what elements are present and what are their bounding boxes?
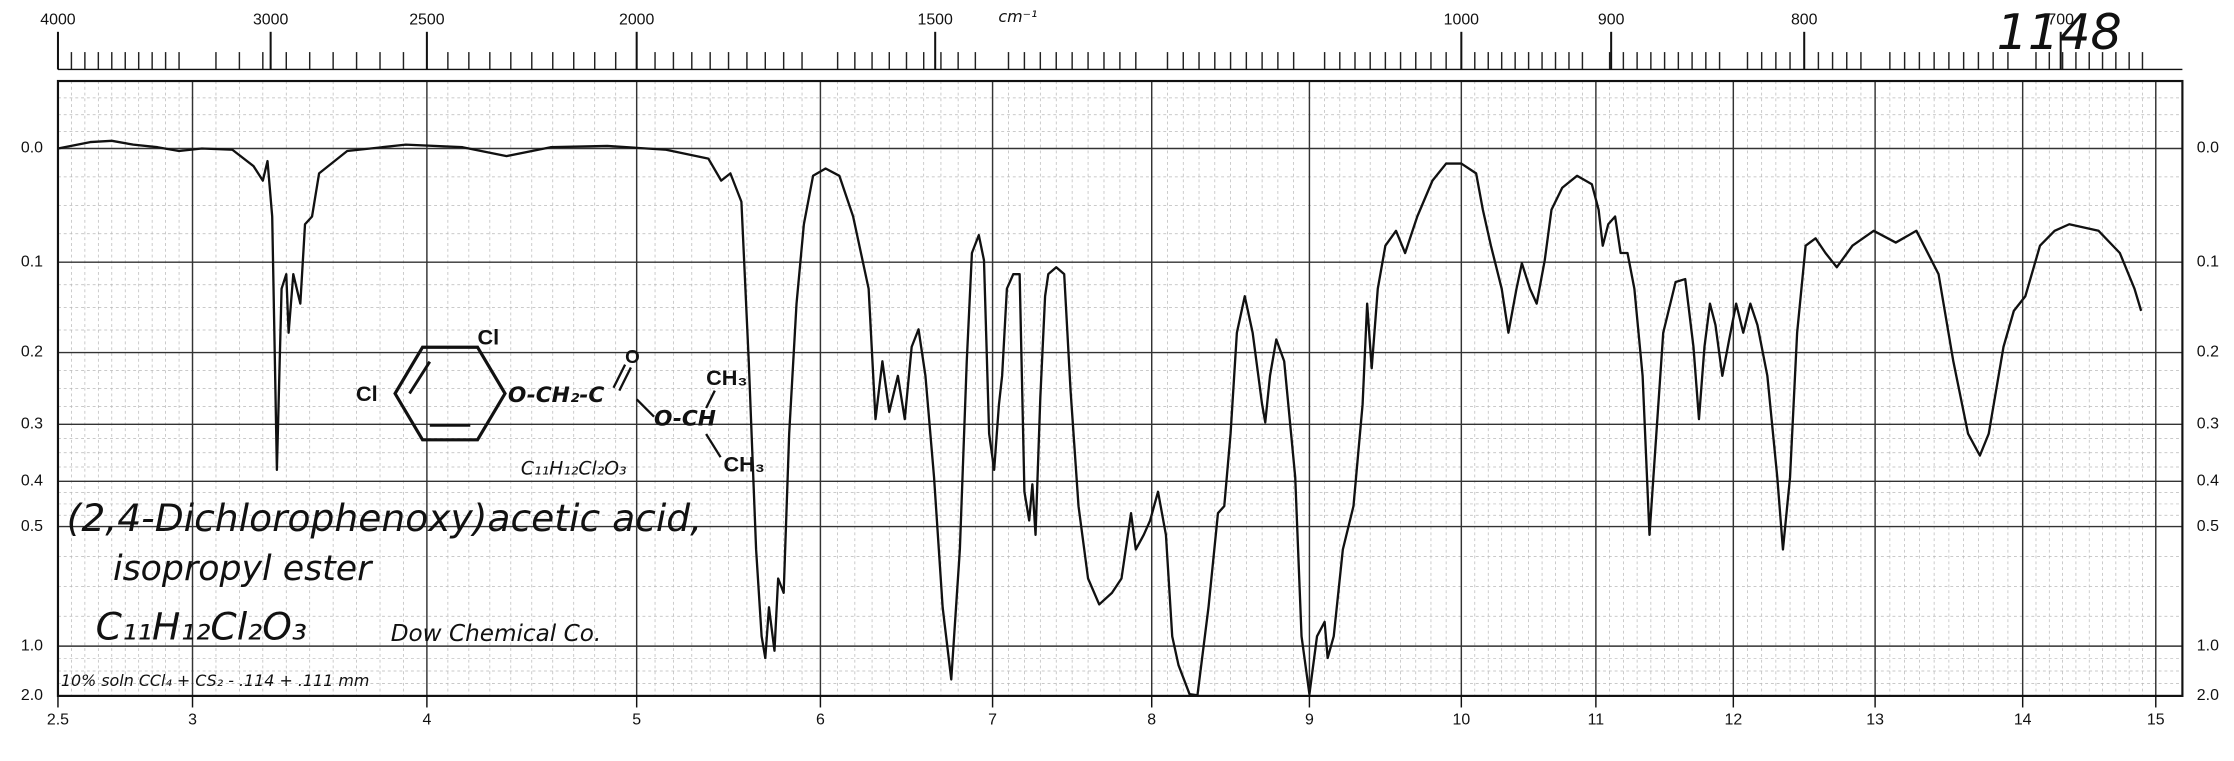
x-tick-label: 12	[1724, 712, 1742, 729]
plot	[57, 139, 2143, 697]
y-tick-label: 0.2	[21, 344, 43, 361]
conditions: 10% soln CCl₄ + CS₂ - .114 + .111 mm	[61, 671, 369, 690]
x-tick-label: 3	[188, 712, 197, 729]
bond	[705, 433, 722, 458]
x-tick-label: 7	[988, 712, 997, 729]
y2-tick-label: 0.0	[2197, 140, 2219, 157]
axes: 0.0 0.0 0.1 0.1 0.2 0.2 0.3 0.3 0.4 0.4 0.5 0.5 1.0 1…	[21, 11, 2219, 728]
x-tick-label: 14	[2014, 712, 2032, 729]
x2-tick-label: 700	[2047, 11, 2074, 28]
double-bond	[618, 366, 632, 392]
structure-label: O	[625, 346, 640, 367]
spectrum-line	[57, 139, 2143, 697]
y2-tick-label: 1.0	[2197, 637, 2219, 654]
x2-tick-label: 900	[1598, 11, 1625, 28]
compound-name: (2,4-Dichlorophenoxy)acetic acid,	[67, 496, 703, 540]
structure: Cl Cl O-CH₂-C O O-CH CH₃ CH₃ C₁₁H₁₂Cl₂O₃	[356, 324, 765, 479]
plot-frame	[56, 79, 2184, 697]
y-tick-label: 0.4	[21, 472, 43, 489]
x2-tick-label: 2000	[619, 11, 655, 28]
x-tick-label: 11	[1588, 712, 1605, 729]
ring-bond	[408, 360, 432, 395]
y-tick-label: 0.1	[21, 253, 43, 270]
x2-tick-label: 4000	[40, 11, 76, 28]
x-tick-label: 13	[1866, 712, 1884, 729]
y-tick-label: 0.0	[21, 140, 43, 157]
x2-tick-label: 3000	[253, 11, 289, 28]
y-tick-label: 1.0	[21, 637, 43, 654]
x2-tick-label: 1500	[917, 11, 953, 28]
structure-label: CH₃	[706, 365, 747, 390]
molecular-formula: C₁₁H₁₂Cl₂O₃	[96, 604, 307, 648]
y2-tick-label: 0.5	[2197, 518, 2219, 535]
structure-label: Cl	[356, 381, 378, 406]
x2-tick-label: 1000	[1444, 11, 1480, 28]
y-tick-label: 2.0	[21, 687, 43, 704]
x-tick-label: 9	[1305, 712, 1314, 729]
structure-label: CH₃	[723, 452, 764, 477]
structure-formula: C₁₁H₁₂Cl₂O₃	[521, 459, 627, 480]
x-tick-label: 2.5	[47, 712, 69, 729]
x2-axis-label: cm⁻¹	[998, 7, 1037, 26]
y-tick-label: 0.5	[21, 518, 43, 535]
y2-tick-label: 2.0	[2197, 687, 2219, 704]
x-tick-label: 5	[632, 712, 641, 729]
source: Dow Chemical Co.	[391, 621, 602, 647]
grid	[57, 52, 2183, 697]
y2-tick-label: 0.3	[2197, 416, 2219, 433]
structure-label: O-CH₂-C	[508, 383, 604, 408]
y2-tick-label: 0.4	[2197, 472, 2219, 489]
x-tick-label: 6	[816, 712, 825, 729]
y-tick-label: 0.3	[21, 416, 43, 433]
x2-tick-label: 800	[1791, 11, 1818, 28]
spectrum-number: 1148	[1997, 3, 2122, 61]
structure-label: O-CH	[654, 406, 716, 431]
benzene-ring	[393, 345, 507, 442]
y2-tick-label: 0.2	[2197, 344, 2219, 361]
bond	[705, 390, 716, 409]
x-tick-label: 4	[422, 712, 431, 729]
compound-name-2: isopropyl ester	[113, 549, 374, 589]
bond	[635, 398, 655, 418]
y2-tick-label: 0.1	[2197, 253, 2219, 270]
x-tick-label: 10	[1452, 712, 1470, 729]
x-tick-label: 8	[1147, 712, 1156, 729]
structure-label: Cl	[478, 324, 500, 349]
x-tick-label: 15	[2147, 712, 2165, 729]
x2-tick-label: 2500	[409, 11, 445, 28]
double-bond	[612, 364, 627, 389]
